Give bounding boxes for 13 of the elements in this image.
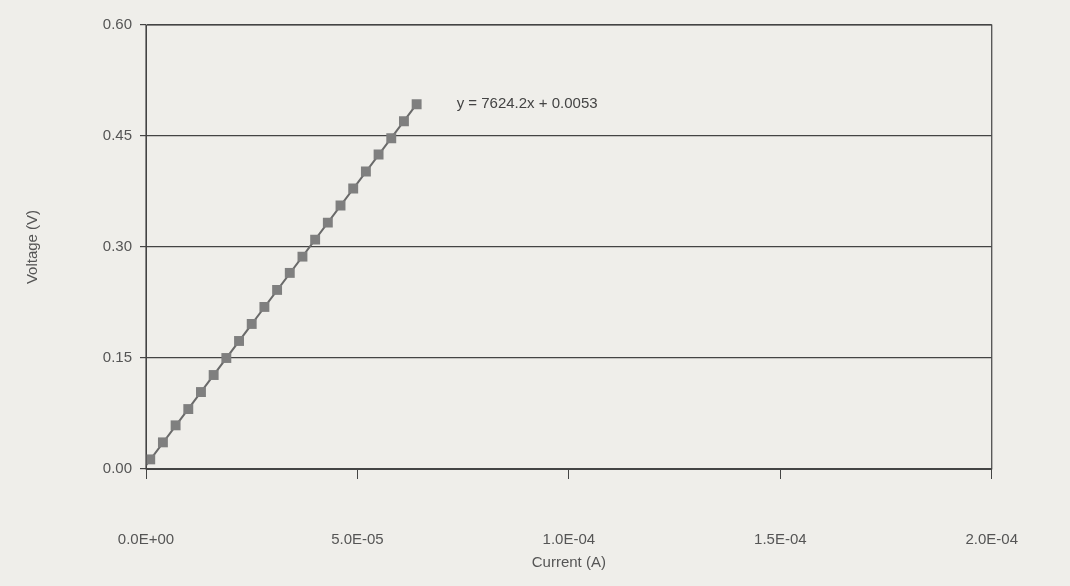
x-tick-label: 1.0E-04	[542, 530, 596, 548]
x-axis-title: Current (A)	[531, 553, 606, 571]
y-axis-title: Voltage (V)	[23, 209, 41, 285]
annotation: y = 7624.2x + 0.0053	[456, 94, 598, 112]
y-tick-label: 0.45	[102, 126, 132, 144]
y-tick-label: 0.30	[102, 237, 132, 255]
y-tick-label: 0.00	[102, 459, 132, 477]
x-tick-label: 2.0E-04	[965, 530, 1019, 548]
x-tick-label: 1.5E-04	[754, 530, 807, 548]
y-tick-label: 0.15	[102, 348, 132, 366]
y-tick-label: 0.60	[102, 15, 132, 33]
x-tick-label: 5.0E-05	[331, 530, 384, 548]
x-tick-label: 0.0E+00	[117, 530, 175, 548]
